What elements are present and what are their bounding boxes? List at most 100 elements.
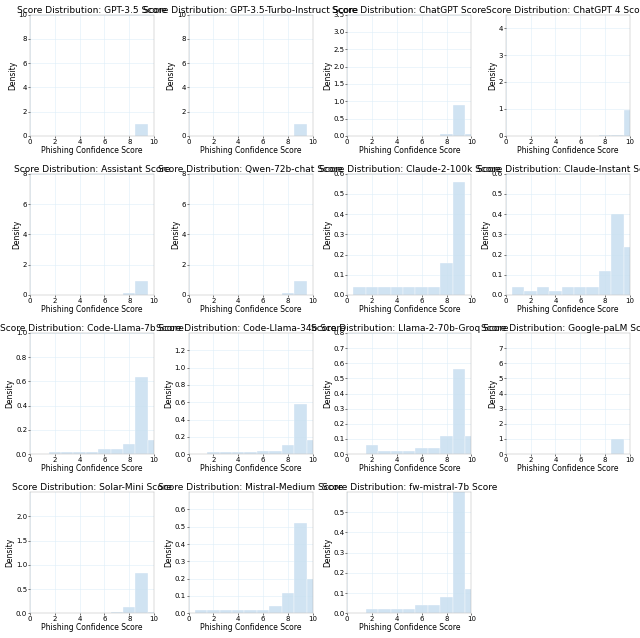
Bar bbox=[440, 263, 452, 295]
Bar bbox=[269, 606, 282, 613]
Y-axis label: Density: Density bbox=[488, 61, 497, 90]
Bar bbox=[378, 609, 390, 613]
Y-axis label: Density: Density bbox=[166, 61, 175, 90]
Title: Score Distribution: Solar-Mini Score: Score Distribution: Solar-Mini Score bbox=[12, 483, 172, 492]
Bar bbox=[282, 593, 294, 613]
Bar bbox=[99, 449, 111, 454]
Bar bbox=[366, 445, 378, 454]
Bar bbox=[232, 610, 244, 613]
Y-axis label: Density: Density bbox=[6, 538, 15, 567]
Bar bbox=[440, 597, 452, 613]
Bar bbox=[465, 436, 477, 454]
Bar bbox=[428, 287, 440, 295]
Y-axis label: Density: Density bbox=[164, 379, 173, 408]
Bar bbox=[599, 271, 611, 295]
X-axis label: Phishing Confidence Score: Phishing Confidence Score bbox=[42, 623, 143, 632]
Bar bbox=[452, 369, 465, 454]
Bar bbox=[257, 450, 269, 454]
Bar bbox=[294, 124, 307, 136]
X-axis label: Phishing Confidence Score: Phishing Confidence Score bbox=[517, 146, 619, 155]
Bar bbox=[207, 610, 220, 613]
Title: Score Distribution: Google-paLM Score: Score Distribution: Google-paLM Score bbox=[481, 324, 640, 333]
Title: Score Distribution: Code-Llama-7b Score: Score Distribution: Code-Llama-7b Score bbox=[0, 324, 184, 333]
Title: Score Distribution: ChatGPT Score: Score Distribution: ChatGPT Score bbox=[332, 6, 486, 15]
Title: Score Distribution: GPT-3.5-Turbo-Instruct Score: Score Distribution: GPT-3.5-Turbo-Instru… bbox=[143, 6, 358, 15]
Y-axis label: Density: Density bbox=[6, 379, 15, 408]
Bar bbox=[220, 610, 232, 613]
Bar bbox=[123, 607, 136, 613]
Bar bbox=[148, 612, 160, 613]
Title: Score Distribution: Code-Llama-34b Score: Score Distribution: Code-Llama-34b Score bbox=[156, 324, 346, 333]
Y-axis label: Density: Density bbox=[171, 219, 180, 249]
Bar bbox=[353, 287, 366, 295]
Bar bbox=[440, 135, 452, 136]
Bar bbox=[282, 293, 294, 295]
Bar bbox=[403, 451, 415, 454]
X-axis label: Phishing Confidence Score: Phishing Confidence Score bbox=[200, 464, 301, 473]
Bar bbox=[282, 445, 294, 454]
X-axis label: Phishing Confidence Score: Phishing Confidence Score bbox=[42, 146, 143, 155]
Bar bbox=[294, 523, 307, 613]
Bar bbox=[294, 281, 307, 295]
Bar bbox=[465, 134, 477, 136]
Y-axis label: Density: Density bbox=[323, 538, 332, 567]
Bar bbox=[232, 452, 244, 454]
Bar bbox=[123, 293, 136, 295]
Bar bbox=[366, 609, 378, 613]
Bar bbox=[390, 451, 403, 454]
Title: Score Distribution: Llama-2-70b-Groq Score: Score Distribution: Llama-2-70b-Groq Sco… bbox=[310, 324, 508, 333]
Bar bbox=[244, 452, 257, 454]
Title: Score Distribution: Claude-2-100k Score: Score Distribution: Claude-2-100k Score bbox=[319, 165, 500, 174]
Bar bbox=[512, 287, 524, 295]
Bar bbox=[452, 182, 465, 295]
Y-axis label: Density: Density bbox=[488, 379, 497, 408]
Y-axis label: Density: Density bbox=[323, 219, 332, 249]
Bar bbox=[390, 287, 403, 295]
Bar bbox=[244, 610, 257, 613]
Y-axis label: Density: Density bbox=[8, 61, 17, 90]
X-axis label: Phishing Confidence Score: Phishing Confidence Score bbox=[358, 146, 460, 155]
Bar bbox=[549, 291, 562, 295]
Y-axis label: Density: Density bbox=[323, 61, 332, 90]
Bar bbox=[378, 287, 390, 295]
Bar bbox=[611, 439, 624, 454]
Y-axis label: Density: Density bbox=[12, 219, 21, 249]
Bar bbox=[269, 450, 282, 454]
Bar bbox=[415, 287, 428, 295]
Bar bbox=[136, 281, 148, 295]
Bar bbox=[403, 287, 415, 295]
Bar bbox=[136, 572, 148, 613]
Bar bbox=[452, 484, 465, 613]
Bar bbox=[611, 214, 624, 295]
Bar bbox=[220, 452, 232, 454]
X-axis label: Phishing Confidence Score: Phishing Confidence Score bbox=[517, 305, 619, 314]
Bar bbox=[574, 287, 586, 295]
Bar bbox=[586, 287, 599, 295]
Bar bbox=[465, 589, 477, 613]
Bar bbox=[148, 440, 160, 454]
Bar bbox=[562, 287, 574, 295]
Bar bbox=[195, 610, 207, 613]
X-axis label: Phishing Confidence Score: Phishing Confidence Score bbox=[517, 464, 619, 473]
Bar bbox=[440, 436, 452, 454]
Y-axis label: Density: Density bbox=[323, 379, 332, 408]
Bar bbox=[415, 448, 428, 454]
Bar bbox=[428, 448, 440, 454]
Title: Score Distribution: ChatGPT 4 Score: Score Distribution: ChatGPT 4 Score bbox=[486, 6, 640, 15]
Bar bbox=[378, 451, 390, 454]
Title: Score Distribution: Assistant Score: Score Distribution: Assistant Score bbox=[14, 165, 170, 174]
Bar bbox=[111, 449, 123, 454]
Title: Score Distribution: GPT-3.5 Score: Score Distribution: GPT-3.5 Score bbox=[17, 6, 167, 15]
Bar bbox=[49, 452, 61, 454]
X-axis label: Phishing Confidence Score: Phishing Confidence Score bbox=[42, 464, 143, 473]
Bar bbox=[537, 287, 549, 295]
X-axis label: Phishing Confidence Score: Phishing Confidence Score bbox=[358, 464, 460, 473]
Bar bbox=[390, 609, 403, 613]
X-axis label: Phishing Confidence Score: Phishing Confidence Score bbox=[200, 146, 301, 155]
Bar bbox=[136, 124, 148, 136]
Bar bbox=[415, 605, 428, 613]
Bar bbox=[366, 287, 378, 295]
Bar bbox=[207, 452, 220, 454]
Bar bbox=[74, 452, 86, 454]
Bar bbox=[307, 440, 319, 454]
